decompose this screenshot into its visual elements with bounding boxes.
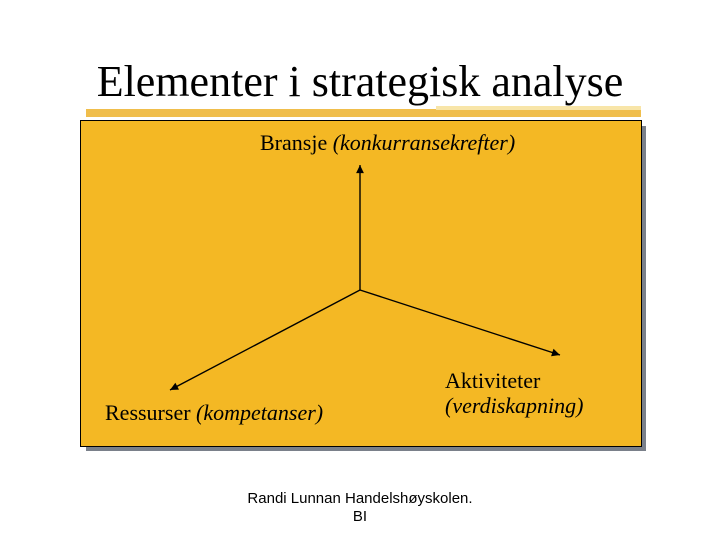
axis-diagram [0,0,720,540]
axis-label-top-italic: (konkurransekrefter) [333,130,515,155]
axis-label-right-plain: Aktiviteter [445,368,540,393]
footer-line2: BI [353,508,367,525]
slide: Elementer i strategisk analyse Bransje (… [0,0,720,540]
axis-label-left-plain: Ressurser [105,400,196,425]
footer-line1: Randi Lunnan Handelshøyskolen. [247,490,472,507]
axis-label-right: Aktiviteter (verdiskapning) [445,368,625,419]
axis-label-left-italic: (kompetanser) [196,400,323,425]
axis-label-left: Ressurser (kompetanser) [105,400,323,425]
axis-label-top-plain: Bransje [260,130,333,155]
footer-credit: Randi Lunnan Handelshøyskolen. BI [0,490,720,526]
axis-label-right-italic: (verdiskapning) [445,393,583,418]
axis-label-top: Bransje (konkurransekrefter) [260,130,515,155]
